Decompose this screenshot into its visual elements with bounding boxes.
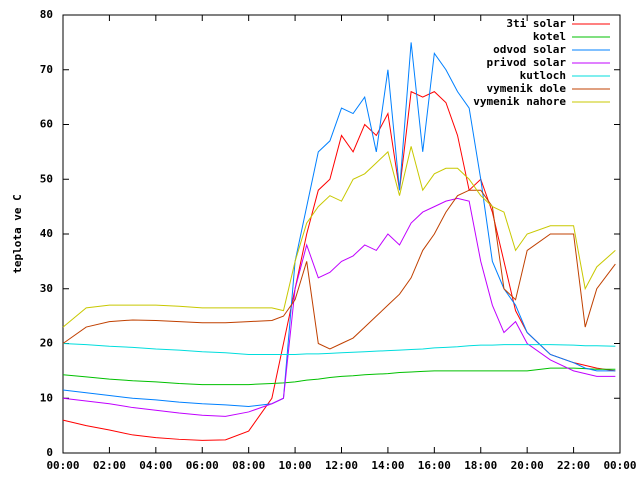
legend-label: vymenik dole — [487, 82, 567, 95]
x-tick-label: 10:00 — [279, 459, 312, 472]
series-line — [62, 146, 616, 328]
y-tick-label: 20 — [40, 337, 53, 350]
x-tick-label: 06:00 — [186, 459, 219, 472]
x-tick-label: 02:00 — [93, 459, 126, 472]
legend-label: odvod solar — [493, 43, 566, 56]
legend-label: kotel — [533, 30, 566, 43]
series-line — [62, 189, 616, 350]
series-line — [62, 90, 616, 441]
x-tick-label: 20:00 — [511, 459, 544, 472]
x-tick-label: 18:00 — [464, 459, 497, 472]
x-tick-label: 12:00 — [325, 459, 358, 472]
x-tick-label: 04:00 — [139, 459, 172, 472]
y-axis-label: teplota ve C — [11, 194, 24, 273]
x-tick-label: 22:00 — [557, 459, 590, 472]
y-tick-label: 0 — [46, 446, 53, 459]
x-tick-label: 00:00 — [603, 459, 636, 472]
y-tick-label: 10 — [40, 391, 53, 404]
x-tick-label: 14:00 — [371, 459, 404, 472]
y-tick-label: 80 — [40, 8, 53, 21]
legend-label: kutloch — [520, 69, 566, 82]
series-line — [62, 343, 616, 355]
x-tick-label: 08:00 — [232, 459, 265, 472]
legend-label: 3ti solar — [506, 17, 566, 30]
series-line — [62, 367, 616, 386]
series-line — [62, 197, 616, 417]
y-tick-label: 50 — [40, 172, 53, 185]
legend-label: vymenik nahore — [473, 95, 566, 108]
x-tick-label: 16:00 — [418, 459, 451, 472]
x-tick-label: 00:00 — [46, 459, 79, 472]
legend-label: privod solar — [487, 56, 567, 69]
y-tick-label: 70 — [40, 63, 53, 76]
y-tick-label: 30 — [40, 282, 53, 295]
y-tick-label: 60 — [40, 118, 53, 131]
y-tick-label: 40 — [40, 227, 53, 240]
series-line — [62, 42, 616, 407]
